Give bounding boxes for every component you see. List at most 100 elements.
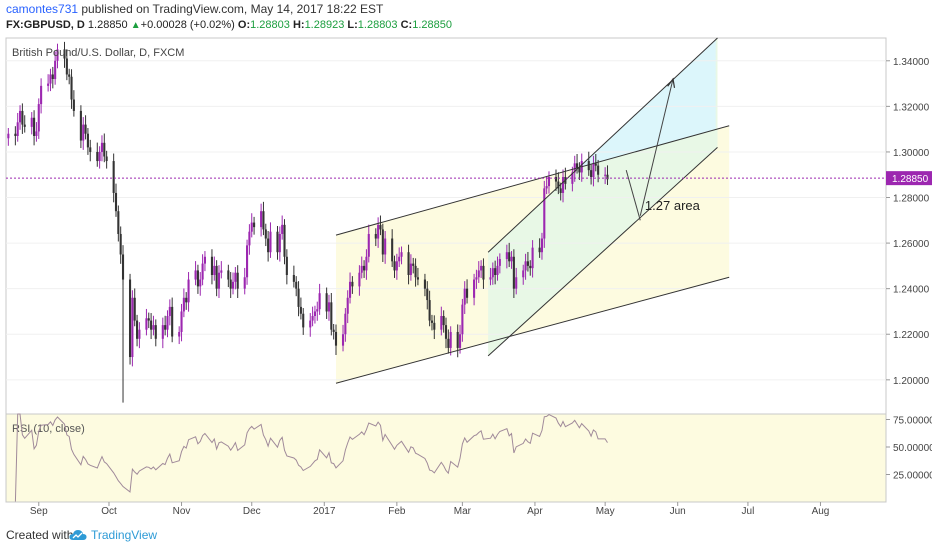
candle [391,229,394,268]
candle [423,273,426,297]
candle [35,122,38,142]
candle [587,151,590,176]
steep-channel-lower[interactable] [487,147,718,357]
candle [185,292,188,310]
candle [246,239,249,285]
candle [253,216,256,235]
candle [381,223,384,263]
chart-area[interactable]: British Pound/U.S. Dollar, D, FXCM 1.27 … [0,36,932,517]
candle [194,261,197,286]
candle [16,112,19,142]
candle [215,260,218,297]
candle [473,273,476,306]
candle [47,74,50,92]
candle [117,205,120,242]
candle [515,267,518,295]
price-tick-label: 1.28000 [893,194,930,205]
candle [538,238,541,258]
candle [196,264,199,294]
candle [576,153,579,174]
candle [440,306,443,336]
high-label: H: [292,19,305,31]
candle [604,167,607,185]
candle [334,324,338,355]
rsi-tick-label: 25.00000 [893,471,932,482]
open-value: 1.28803 [250,19,290,31]
candle [30,112,33,135]
candle [477,261,480,283]
candle [606,165,609,185]
candle [344,308,347,342]
price-axis[interactable]: 1.34000 1.32000 1.30000 1.28000 1.26000 1.240… [886,57,930,387]
candle [590,164,593,185]
time-tick-label: Aug [812,506,830,516]
header-bar: camontes731 published on TradingView.com… [0,0,932,36]
price-chart-svg[interactable]: British Pound/U.S. Dollar, D, FXCM 1.27 … [0,36,932,517]
price-tick-label: 1.32000 [893,102,930,113]
close-label: C: [400,19,413,31]
candle [70,69,73,109]
candle [430,314,434,331]
candle [161,317,164,349]
projection-down[interactable] [625,170,641,221]
candle [128,273,132,365]
current-price-label: 1.28850 [886,171,932,186]
candle [557,172,560,195]
rsi-pane [5,413,887,503]
wide-channel-upper[interactable] [335,125,730,236]
steep-channel-upper[interactable] [487,37,718,253]
candle [374,228,377,247]
candle [365,249,368,280]
candle [136,314,139,347]
time-tick-label: Mar [454,506,472,516]
candle [248,224,251,255]
annotation-1-27-area: 1.27 area [645,198,701,213]
candle [494,260,497,285]
candle [496,256,499,281]
candlestick-series [7,41,609,403]
last-price: 1.28850 [87,19,128,31]
candle [147,312,150,329]
candle [456,324,459,358]
candle [316,301,319,321]
time-axis[interactable]: Sep Oct Nov Dec 2017 Feb Mar Apr May Jun Jul Aug [30,502,830,517]
wide-channel-lower[interactable] [335,276,730,384]
candle [89,139,92,162]
candle [14,126,17,146]
candle [168,299,171,326]
candle [68,68,71,85]
candle [444,317,448,349]
candle [348,272,352,304]
candle [56,43,59,69]
tradingview-brand[interactable]: TradingView [91,528,158,542]
candle [182,288,185,318]
candle [171,297,174,343]
candle [297,281,300,317]
candle [164,315,167,336]
author-link[interactable]: camontes731 [6,2,79,16]
time-tick-label: Oct [101,506,117,516]
tradingview-cloud-icon [69,530,87,540]
candle [463,281,466,314]
candle [187,272,190,312]
candle [447,329,450,354]
candle [103,133,106,163]
rsi-tick-label: 50.00000 [893,443,932,454]
candle [505,244,508,269]
candle [330,292,333,336]
candle [302,308,305,335]
projection-up-arrow[interactable] [639,78,674,216]
rsi-line [14,413,608,503]
candle [98,146,101,169]
candle [545,176,548,195]
low-value: 1.28803 [357,19,398,31]
candle [18,105,22,130]
candle [531,240,534,278]
candle [449,326,452,356]
candle [508,242,511,268]
candle [480,260,483,278]
symbol-label: FX:GBPUSD, D [6,19,85,31]
candle [512,249,515,299]
rsi-tick-label: 75.00000 [893,416,932,427]
candle [407,244,410,285]
